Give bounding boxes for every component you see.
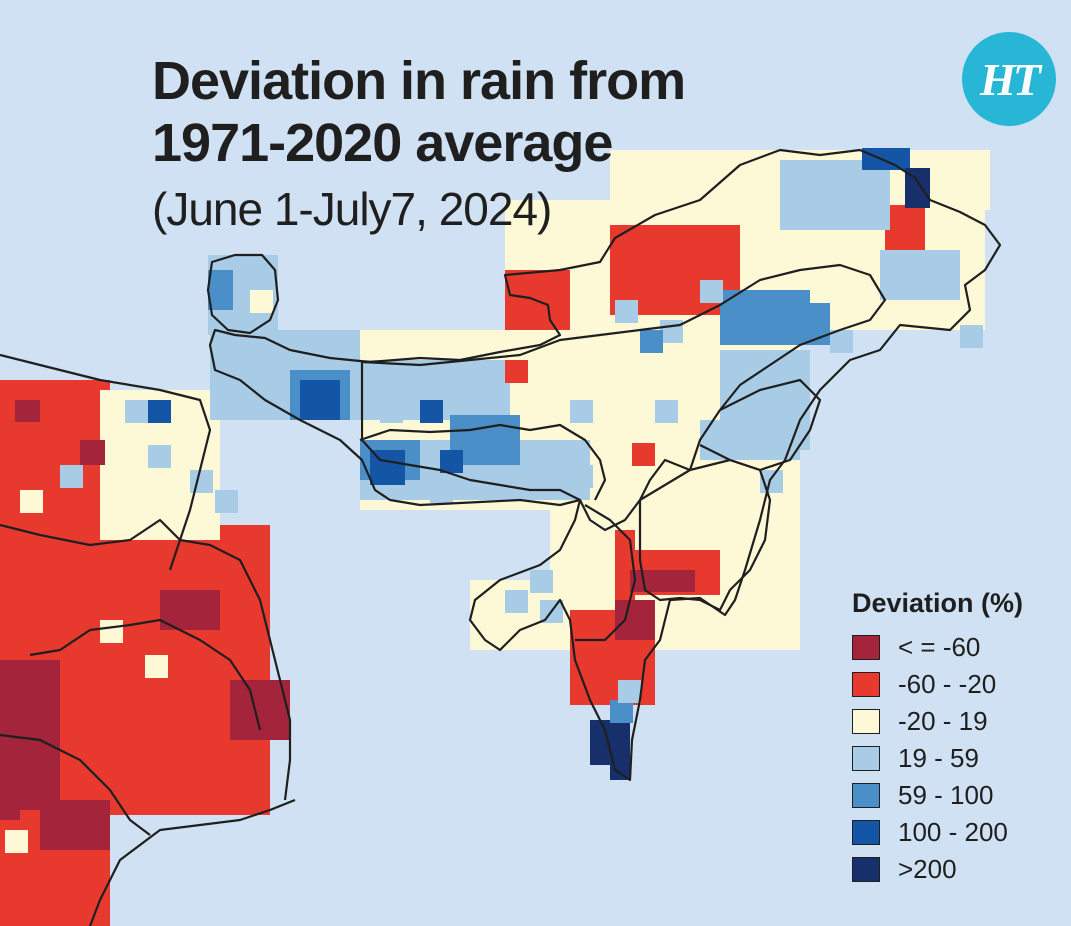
grid-cell xyxy=(190,470,213,493)
grid-cell xyxy=(15,400,40,422)
grid-cell xyxy=(148,400,171,423)
grid-cell xyxy=(618,680,641,703)
grid-cell xyxy=(590,720,630,765)
odisha-boundary xyxy=(0,518,292,801)
legend-item: 19 - 59 xyxy=(852,740,1023,777)
grid-cell xyxy=(148,445,171,468)
grid-cell xyxy=(615,300,638,323)
grid-cell xyxy=(780,160,890,230)
legend-item: < = -60 xyxy=(852,629,1023,666)
legend-swatch xyxy=(852,746,880,771)
ht-logo: HT xyxy=(962,32,1056,126)
legend-item: -20 - 19 xyxy=(852,703,1023,740)
grid-cell xyxy=(810,280,833,303)
legend: Deviation (%) < = -60 -60 - -20 -20 - 19… xyxy=(852,588,1023,888)
legend-title: Deviation (%) xyxy=(852,588,1024,618)
bihar-inner-boundary xyxy=(0,733,151,836)
westbengal-bihar-boundary xyxy=(0,353,212,571)
legend-swatch xyxy=(852,672,880,697)
grid-cell xyxy=(215,490,238,513)
legend-label: 19 - 59 xyxy=(898,743,979,773)
grid-cell xyxy=(700,420,800,460)
grid-cell xyxy=(208,270,233,310)
grid-cell xyxy=(430,480,453,503)
grid-cell xyxy=(655,400,678,423)
nagaland-boundary xyxy=(699,378,822,472)
grid-cell xyxy=(160,590,220,630)
legend-swatch xyxy=(852,709,880,734)
grid-cell xyxy=(660,320,683,343)
northeast-outline xyxy=(208,148,1002,782)
grid-cell xyxy=(630,570,695,592)
legend-swatch xyxy=(852,635,880,660)
grid-cell xyxy=(700,280,723,303)
legend-label: 100 - 200 xyxy=(898,817,1008,847)
legend-item: -60 - -20 xyxy=(852,666,1023,703)
grid-cell xyxy=(5,830,28,853)
grid-cell xyxy=(615,600,655,640)
grid-cell xyxy=(380,400,403,423)
legend-label: -20 - 19 xyxy=(898,706,988,736)
grid-cell xyxy=(250,290,273,313)
map-title: Deviation in rain from 1971-2020 average xyxy=(152,50,686,174)
legend-label: < = -60 xyxy=(898,632,981,662)
grid-cell xyxy=(125,400,148,423)
grid-cell xyxy=(0,780,20,820)
grid-cell xyxy=(100,620,123,643)
grid-cell xyxy=(40,800,110,850)
grid-cell xyxy=(862,148,910,170)
grid-cell xyxy=(640,330,663,353)
jharkhand-boundary xyxy=(29,618,262,731)
grid-cell xyxy=(230,680,290,740)
coast-line xyxy=(88,798,296,926)
grid-cell xyxy=(570,465,593,488)
legend-label: >200 xyxy=(898,854,957,884)
grid-cell xyxy=(570,400,593,423)
legend-label: 59 - 100 xyxy=(898,780,994,810)
tripura-mizoram-boundary xyxy=(575,504,637,642)
grid-cell xyxy=(632,443,655,466)
grid-cell xyxy=(420,400,443,423)
map-subtitle: (June 1-July7, 2024) xyxy=(152,183,552,235)
legend-item: >200 xyxy=(852,851,1023,888)
grid-cell xyxy=(505,590,528,613)
grid-cells xyxy=(0,148,990,926)
grid-cell xyxy=(505,360,528,383)
legend-swatch xyxy=(852,783,880,808)
legend-label: -60 - -20 xyxy=(898,669,997,699)
legend-item: 100 - 200 xyxy=(852,814,1023,851)
grid-cell xyxy=(60,465,83,488)
grid-cell xyxy=(300,380,340,420)
grid-cell xyxy=(830,330,853,353)
grid-cell xyxy=(610,700,633,723)
assam-inner-boundary xyxy=(360,263,887,532)
state-boundaries xyxy=(0,148,1002,926)
grid-cell xyxy=(960,325,983,348)
grid-cell xyxy=(80,440,105,465)
meghalaya-boundary xyxy=(359,423,607,501)
title-line-2: 1971-2020 average xyxy=(152,113,613,173)
legend-swatch xyxy=(852,820,880,845)
legend-swatch xyxy=(852,857,880,882)
legend-item: 59 - 100 xyxy=(852,777,1023,814)
grid-cell xyxy=(20,490,43,513)
grid-cell xyxy=(880,250,960,300)
grid-cell xyxy=(440,450,463,473)
grid-cell xyxy=(490,440,513,463)
sikkim-outline xyxy=(206,253,280,335)
logo-text: HT xyxy=(980,53,1041,105)
title-line-1: Deviation in rain from xyxy=(152,51,686,111)
grid-cell xyxy=(530,570,553,593)
grid-cell xyxy=(145,655,168,678)
